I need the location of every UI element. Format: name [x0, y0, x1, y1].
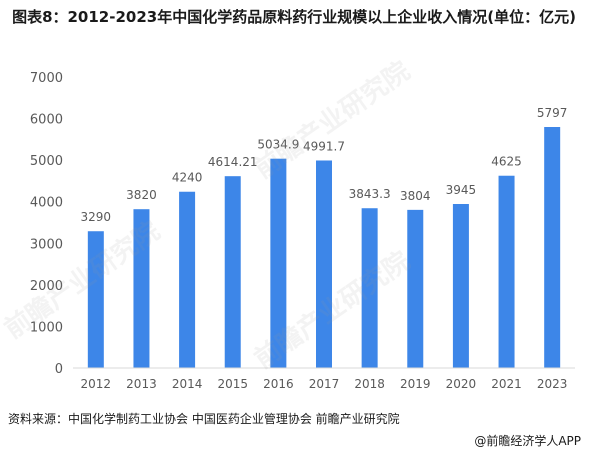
x-tick-label: 2019	[400, 377, 431, 391]
bars	[87, 127, 561, 368]
data-label: 3290	[81, 210, 112, 224]
x-tick-label: 2018	[354, 377, 385, 391]
bar	[452, 204, 469, 368]
x-tick-label: 2023	[537, 377, 568, 391]
y-tick-label: 4000	[30, 196, 63, 211]
bar	[544, 127, 561, 368]
y-tick-label: 3000	[30, 237, 63, 252]
bar	[498, 175, 515, 368]
bar	[316, 160, 332, 368]
data-label: 3804	[400, 189, 431, 203]
data-label: 3843.3	[349, 187, 391, 201]
y-tick-label: 7000	[30, 71, 63, 86]
data-label: 4991.7	[303, 139, 345, 153]
bar	[270, 158, 287, 368]
source-note: 资料来源：中国化学制药工业协会 中国医药企业管理协会 前瞻产业研究院	[8, 412, 400, 426]
y-tick-label: 1000	[30, 320, 63, 335]
x-tick-label: 2013	[126, 377, 157, 391]
bar	[87, 231, 104, 368]
x-tick-label: 2012	[81, 377, 112, 391]
data-label: 4614.21	[208, 155, 258, 169]
y-axis-ticks: 0 1000 2000 3000 4000 5000 6000 7000	[30, 71, 63, 377]
bar	[361, 208, 378, 368]
bar	[179, 191, 196, 368]
bar	[407, 209, 424, 368]
data-labels: 3290 3820 4240 4614.21 5034.9 4991.7 3843.3 380…	[81, 106, 568, 224]
y-tick-label: 5000	[30, 154, 63, 169]
data-label: 5797	[537, 106, 568, 120]
data-label: 3945	[446, 183, 477, 197]
x-tick-label: 2015	[217, 377, 248, 391]
x-tick-label: 2020	[446, 377, 477, 391]
y-tick-label: 0	[55, 362, 63, 377]
y-tick-label: 6000	[30, 113, 63, 128]
x-axis-ticks: 2012 2013 2014 2015 2016 2017 2018 2019 2020 2021…	[81, 377, 568, 391]
data-label: 4240	[172, 171, 203, 185]
x-tick-label: 2016	[263, 377, 294, 391]
credit-note: @前瞻经济学人APP	[474, 434, 581, 448]
x-tick-label: 2017	[309, 377, 340, 391]
y-tick-label: 2000	[30, 279, 63, 294]
data-label: 5034.9	[257, 138, 299, 152]
data-label: 3820	[126, 188, 157, 202]
chart-title: 图表8：2012-2023年中国化学药品原料药行业规模以上企业收入情况(单位：亿…	[12, 8, 576, 26]
data-label: 4625	[491, 155, 522, 169]
bar	[224, 176, 241, 368]
x-tick-label: 2021	[491, 377, 522, 391]
x-tick-label: 2014	[172, 377, 203, 391]
bar	[133, 209, 150, 368]
